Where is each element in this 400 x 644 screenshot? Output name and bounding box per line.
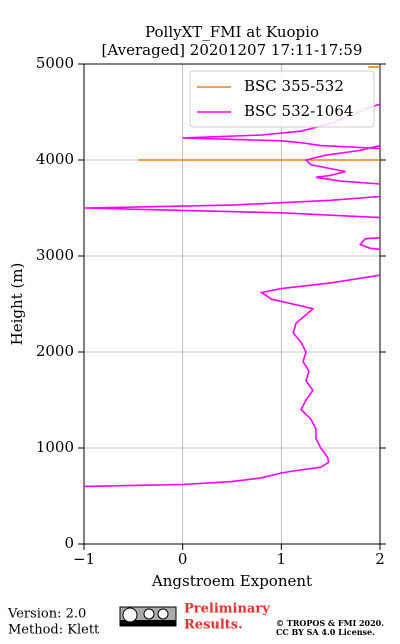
copyright: © TROPOS & FMI 2020.	[276, 618, 384, 628]
y-axis-label: Height (m)	[8, 263, 26, 346]
cc-logo	[119, 606, 177, 627]
version: Version: 2.0	[7, 607, 86, 622]
chart-subtitle: [Averaged] 20201207 17:11-17:59	[102, 41, 363, 59]
legend-label: BSC 355-532	[244, 77, 344, 95]
legend-label: BSC 532-1064	[244, 102, 353, 120]
legend-box	[189, 70, 375, 128]
method: Method: Klett	[8, 623, 100, 638]
license: CC BY SA 4.0 License.	[276, 627, 375, 637]
x-tick-label: 2	[375, 550, 385, 568]
chart-title: PollyXT_FMI at Kuopio	[145, 23, 319, 41]
y-tick-label: 2000	[36, 342, 74, 360]
y-tick-label: 5000	[36, 54, 74, 72]
x-tick-label: 1	[277, 550, 287, 568]
legend: BSC 355-532 BSC 532-1064	[189, 70, 375, 128]
y-tick-label: 4000	[36, 150, 74, 168]
x-axis-label: Angstroem Exponent	[151, 572, 312, 590]
y-tick-label: 3000	[36, 246, 74, 264]
plot-frame	[83, 63, 381, 545]
y-tick-label: 1000	[36, 438, 74, 456]
plot-lines	[84, 66, 380, 488]
x-tick-label: 0	[178, 550, 188, 568]
series-line	[84, 103, 380, 488]
series-line	[138, 66, 380, 161]
y-tick-label: 0	[64, 534, 74, 552]
status-word: Preliminary	[184, 602, 270, 617]
x-tick-label: −1	[73, 550, 95, 568]
status-word: Results.	[184, 618, 243, 633]
